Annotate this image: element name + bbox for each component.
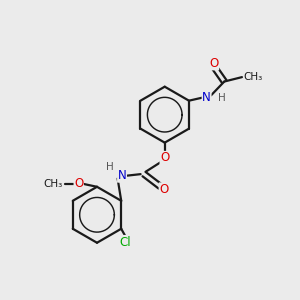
Text: N: N [202, 91, 211, 104]
Text: O: O [209, 57, 219, 70]
Text: O: O [160, 152, 169, 164]
Text: H: H [218, 93, 226, 103]
Text: CH₃: CH₃ [243, 72, 263, 82]
Text: N: N [118, 169, 126, 182]
Text: CH₃: CH₃ [43, 179, 63, 189]
Text: H: H [106, 162, 113, 172]
Text: Cl: Cl [120, 236, 131, 248]
Text: O: O [74, 177, 83, 190]
Text: O: O [159, 183, 169, 196]
